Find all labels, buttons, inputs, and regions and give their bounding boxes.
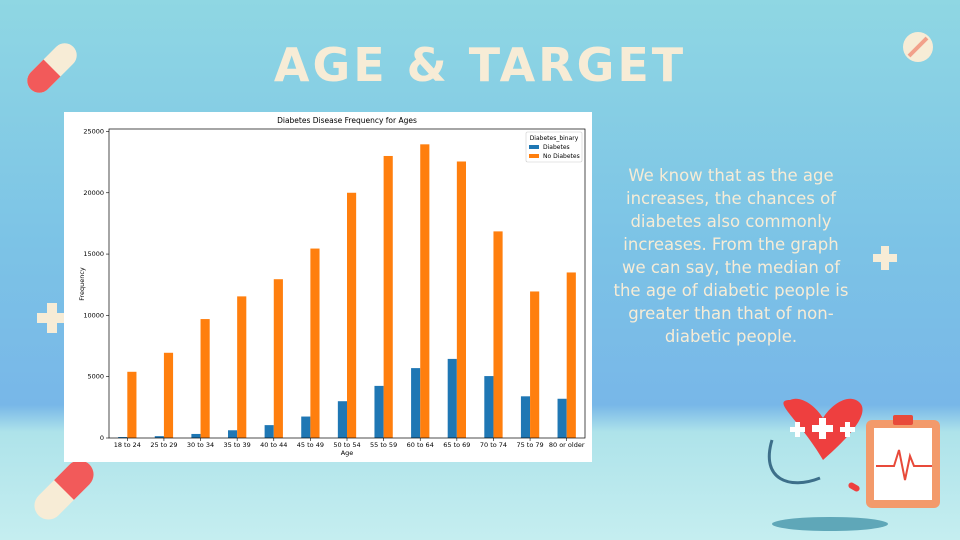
bar [127, 371, 137, 438]
x-tick-label: 18 to 24 [114, 441, 141, 449]
bar [493, 231, 503, 438]
legend-swatch [529, 145, 539, 149]
clip [893, 415, 913, 425]
plus-right [873, 246, 897, 270]
bar [273, 279, 283, 438]
plot-frame [108, 128, 586, 439]
bar [118, 437, 128, 438]
x-tick-label: 45 to 49 [297, 441, 324, 449]
bar [228, 430, 238, 438]
x-tick-label: 60 to 64 [407, 441, 434, 449]
x-axis-label: Age [341, 449, 354, 457]
x-tick-label: 35 to 39 [224, 441, 251, 449]
bar [264, 425, 274, 438]
y-tick-label: 0 [100, 434, 104, 442]
bar [163, 352, 174, 438]
y-tick-label: 20000 [83, 189, 104, 197]
x-tick-label: 55 to 59 [370, 441, 397, 449]
x-tick-label: 75 to 79 [516, 441, 543, 449]
x-tick-label: 80 or older [549, 441, 585, 449]
x-tick-label: 70 to 74 [480, 441, 507, 449]
bar [411, 368, 421, 438]
y-tick-label: 10000 [83, 311, 104, 319]
x-tick-label: 40 to 44 [260, 441, 287, 449]
bar [456, 161, 466, 438]
legend-box [525, 131, 583, 163]
bar [200, 319, 210, 438]
bar [347, 192, 357, 438]
slide-title: AGE & TARGET [273, 38, 687, 92]
bar [237, 296, 247, 438]
shadow [772, 517, 888, 531]
x-tick-label: 30 to 34 [187, 441, 214, 449]
bar [191, 433, 201, 438]
body-text: We know that as the age increases, the c… [613, 166, 849, 346]
legend-label: No Diabetes [543, 153, 580, 160]
pill-top-left [27, 43, 77, 93]
y-tick-label: 15000 [83, 250, 104, 258]
bar [557, 398, 567, 438]
capsule [848, 482, 860, 492]
x-tick-label: 65 to 69 [443, 441, 470, 449]
bar [484, 376, 494, 438]
chart-background [64, 112, 592, 462]
bar [310, 248, 320, 438]
bar [301, 416, 311, 438]
bar [447, 358, 457, 438]
y-tick-label: 5000 [87, 373, 104, 381]
pulse-line [876, 449, 932, 481]
legend-swatch [529, 154, 539, 158]
bar [566, 272, 576, 438]
clipboard-paper [874, 428, 932, 500]
bar [154, 436, 164, 438]
x-tick-label: 25 to 29 [150, 441, 177, 449]
bar [530, 291, 540, 438]
bar [374, 385, 384, 438]
bar [420, 144, 430, 438]
stethoscope [767, 439, 821, 485]
bar [337, 401, 347, 438]
tablet-top-right [903, 32, 933, 62]
legend-title: Diabetes_binary [530, 135, 579, 142]
x-tick-label: 50 to 54 [333, 441, 360, 449]
plus-left [37, 303, 67, 333]
heart-crosses [790, 418, 855, 439]
pill-bottom-left [34, 460, 94, 520]
chart-title: Diabetes Disease Frequency for Ages [277, 116, 417, 125]
y-tick-label: 25000 [83, 127, 104, 135]
y-axis-label: Frequency [78, 267, 86, 301]
bar [383, 155, 393, 438]
legend-label: Diabetes [543, 144, 570, 151]
bar [520, 396, 531, 438]
